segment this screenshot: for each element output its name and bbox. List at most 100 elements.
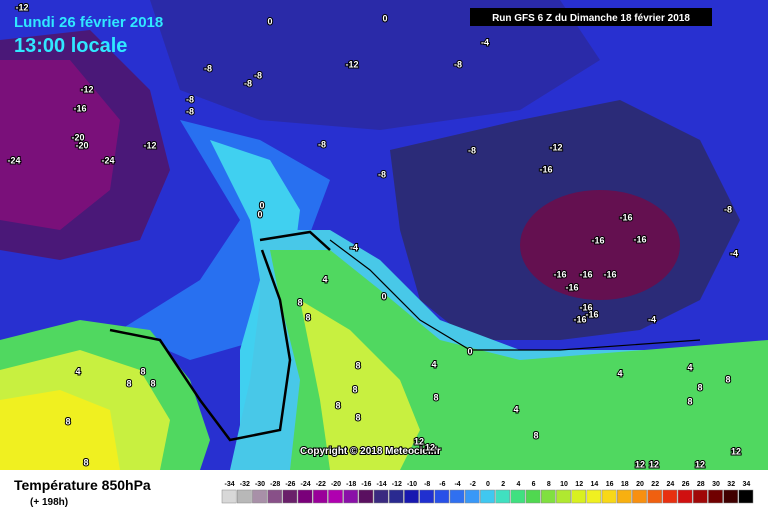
contour-label: -4 (648, 314, 656, 324)
scale-label: 0 (486, 481, 490, 488)
contour-label: 0 (267, 16, 272, 26)
footer-title: Température 850hPa (14, 477, 151, 493)
contour-label: 12 (425, 442, 435, 452)
scale-label: 20 (636, 481, 644, 488)
scale-label: -24 (301, 481, 311, 488)
contour-label: -20 (75, 140, 88, 150)
scale-label: -10 (407, 481, 417, 488)
contour-label: -8 (244, 78, 252, 88)
contour-label: -12 (15, 2, 28, 12)
run-box (470, 8, 712, 26)
scale-swatch (692, 489, 708, 504)
contour-label: 8 (305, 312, 310, 322)
scale-label: -16 (361, 481, 371, 488)
scale-swatch (510, 489, 526, 504)
scale-swatch (358, 489, 374, 504)
contour-label: 8 (83, 457, 88, 467)
contour-label: 8 (352, 384, 357, 394)
scale-label: -14 (377, 481, 387, 488)
scale-label: 14 (591, 481, 599, 488)
scale-label: -30 (255, 481, 265, 488)
contour-label: 8 (126, 378, 131, 388)
contour-label: -4 (730, 248, 738, 258)
contour-label: -16 (553, 269, 566, 279)
scale-label: 2 (501, 481, 505, 488)
scale-label: -18 (346, 481, 356, 488)
scale-label: 16 (606, 481, 614, 488)
contour-label: -16 (603, 269, 616, 279)
scale-label: 6 (532, 481, 536, 488)
contour-label: 8 (335, 400, 340, 410)
scale-label: 28 (697, 481, 705, 488)
contour-label: -12 (80, 84, 93, 94)
contour-label: -20 (71, 132, 84, 142)
scale-swatch (738, 489, 754, 504)
contour-label: -12 (143, 140, 156, 150)
scale-label: -34 (225, 481, 235, 488)
scale-swatch (328, 489, 343, 504)
contour-label: -16 (579, 302, 592, 312)
contour-label: -16 (591, 235, 604, 245)
scale-label: 30 (712, 481, 720, 488)
contour-label: 8 (297, 297, 302, 307)
scale-label: 10 (560, 481, 568, 488)
contour-label: -24 (101, 155, 114, 165)
scale-label: -4 (454, 481, 460, 488)
scale-swatch (723, 489, 739, 504)
contour-label: 4 (431, 359, 436, 369)
contour-label: -4 (481, 37, 489, 47)
contour-label: -16 (573, 314, 586, 324)
contour-label: 0 (257, 209, 262, 219)
scale-label: -28 (270, 481, 280, 488)
scale-swatch (464, 489, 480, 504)
scale-swatch (267, 489, 283, 504)
contour-label: -16 (565, 282, 578, 292)
scale-label: 26 (682, 481, 690, 488)
contour-label: -8 (254, 70, 262, 80)
scale-label: 18 (621, 481, 629, 488)
scale-swatch (616, 489, 632, 504)
scale-swatch (525, 489, 541, 504)
contour-label: 8 (140, 366, 145, 376)
contour-label: 8 (533, 430, 538, 440)
scale-label: 22 (651, 481, 659, 488)
contour-label: 0 (259, 200, 264, 210)
contour-label: 12 (649, 459, 659, 469)
footer-lead: (+ 198h) (30, 497, 68, 508)
scale-swatch (708, 489, 723, 504)
scale-label: 12 (575, 481, 583, 488)
scale-swatch (236, 489, 252, 504)
scale-label: -20 (331, 481, 341, 488)
contour-label: 12 (695, 459, 705, 469)
scale-swatch (419, 489, 435, 504)
scale-label: -32 (240, 481, 250, 488)
contour-label: 4 (617, 368, 622, 378)
contour-label: -4 (350, 242, 358, 252)
scale-label: -2 (470, 481, 476, 488)
contour-label: 8 (355, 412, 360, 422)
scale-label: 8 (547, 481, 551, 488)
scale-label: 32 (727, 481, 735, 488)
map-labels: -120 0-4-12-8-8-8-12 -8-16-8-8-20-20-24 -24… (6, 1, 742, 470)
scale-swatch (571, 489, 587, 504)
contour-label: 4 (687, 362, 692, 372)
contour-label: 8 (725, 374, 730, 384)
contour-label: 4 (75, 366, 80, 376)
contour-label: 4 (322, 274, 327, 284)
color-scale: -34 -32 -30 -28 -26 -24 -22 -20 -18 -16 -14 -12 -10-… (221, 481, 754, 504)
contour-label: -8 (454, 59, 462, 69)
date: Lundi 26 février 2018 (14, 14, 163, 31)
scale-swatch (373, 489, 389, 504)
scale-swatch (495, 489, 511, 504)
contour-label: 12 (731, 446, 741, 456)
contour-label: -16 (585, 309, 598, 319)
scale-swatch (312, 489, 328, 504)
contour-label: -16 (73, 103, 86, 113)
contour-label: -8 (186, 94, 194, 104)
contour-label: 4 (513, 404, 518, 414)
scale-swatch (540, 489, 556, 504)
map-background (0, 0, 768, 470)
contour-label: 8 (433, 392, 438, 402)
contour-label: 0 (381, 291, 386, 301)
contour-label: -16 (633, 234, 646, 244)
